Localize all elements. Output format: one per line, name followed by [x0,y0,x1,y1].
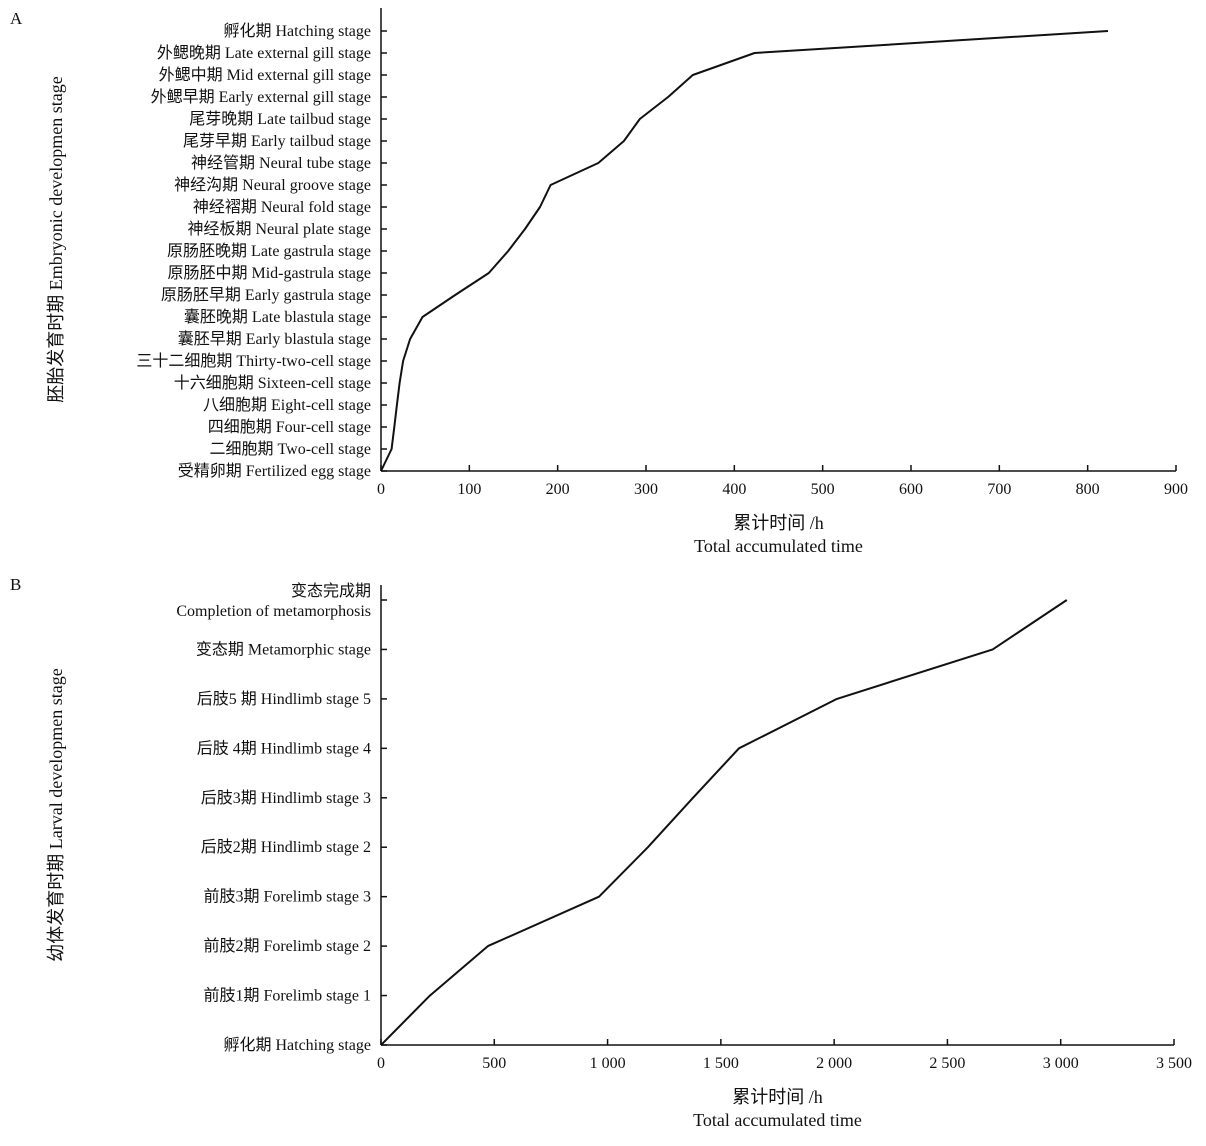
y-axis-title: 幼体发育时期 Larval developmen stage [46,668,66,961]
x-tick-label: 600 [899,481,923,498]
y-tick-label: 原肠胚中期 Mid-gastrula stage [167,264,371,282]
x-tick-label: 2 000 [816,1055,852,1072]
y-tick-label: 前肢2期 Forelimb stage 2 [203,937,371,955]
x-tick-label: 500 [482,1055,506,1072]
series-line-A [380,30,1109,472]
y-tick-label: 神经板期 Neural plate stage [187,220,371,238]
y-tick-label: 囊胚晚期 Late blastula stage [184,308,371,326]
x-tick-label: 200 [546,481,570,498]
y-tick-label: 后肢2期 Hindlimb stage 2 [201,838,371,856]
y-tick-label: 外鳃早期 Early external gill stage [151,88,371,106]
y-tick-label: 后肢3期 Hindlimb stage 3 [201,789,371,807]
y-tick-label: 囊胚早期 Early blastula stage [178,330,371,348]
panel-label-A: A [10,9,23,28]
y-tick-label: 原肠胚早期 Early gastrula stage [161,286,371,304]
y-tick-label: 四细胞期 Four-cell stage [208,418,371,436]
y-tick-label: 后肢5 期 Hindlimb stage 5 [197,690,371,708]
y-tick-label: 孵化期 Hatching stage [223,22,371,40]
y-tick-label: 前肢3期 Forelimb stage 3 [203,888,371,906]
y-tick-label: 前肢1期 Forelimb stage 1 [203,987,371,1005]
x-tick-label: 100 [457,481,481,498]
x-axis-title-en: Total accumulated time [694,536,863,556]
x-tick-label: 0 [377,1055,385,1072]
y-tick-label: 后肢 4期 Hindlimb stage 4 [197,739,371,757]
x-tick-label: 900 [1164,481,1188,498]
y-tick-label: 神经管期 Neural tube stage [191,154,371,172]
x-tick-label: 300 [634,481,658,498]
y-tick-label: 原肠胚晚期 Late gastrula stage [167,242,371,260]
x-tick-label: 2 500 [929,1055,965,1072]
y-tick-label: 受精卵期 Fertilized egg stage [178,462,371,480]
y-tick-label: 孵化期 Hatching stage [223,1036,371,1054]
x-axis-title-en: Total accumulated time [693,1110,862,1130]
y-tick-label: 变态完成期 [291,582,371,600]
x-tick-label: 800 [1076,481,1100,498]
y-tick-label: 八细胞期 Eight-cell stage [203,396,371,414]
y-tick-label: 尾芽晚期 Late tailbud stage [189,110,371,128]
y-tick-label: 外鳃晚期 Late external gill stage [157,44,371,62]
x-tick-label: 1 500 [703,1055,739,1072]
x-tick-label: 0 [377,481,385,498]
y-tick-label: 变态期 Metamorphic stage [196,640,371,658]
y-tick-label: 神经褶期 Neural fold stage [193,198,371,216]
x-tick-label: 3 000 [1043,1055,1079,1072]
x-tick-label: 400 [722,481,746,498]
y-tick-label: 三十二细胞期 Thirty-two-cell stage [136,352,371,370]
y-tick-label: 尾芽早期 Early tailbud stage [183,132,371,150]
x-axis-title-cn: 累计时间 /h [732,1087,823,1107]
x-tick-label: 700 [987,481,1011,498]
y-tick-label: Completion of metamorphosis [176,603,371,620]
x-axis-title-cn: 累计时间 /h [733,513,824,533]
x-tick-label: 3 500 [1156,1055,1192,1072]
series-line-B [380,599,1068,1046]
y-axis-title: 胚胎发育时期 Embryonic developmen stage [46,76,66,402]
y-tick-label: 神经沟期 Neural groove stage [174,176,371,194]
y-tick-label: 外鳃中期 Mid external gill stage [159,66,371,84]
x-tick-label: 1 000 [590,1055,626,1072]
y-tick-label: 二细胞期 Two-cell stage [209,440,371,458]
y-tick-label: 十六细胞期 Sixteen-cell stage [174,374,371,392]
x-tick-label: 500 [811,481,835,498]
panel-label-B: B [10,575,21,594]
